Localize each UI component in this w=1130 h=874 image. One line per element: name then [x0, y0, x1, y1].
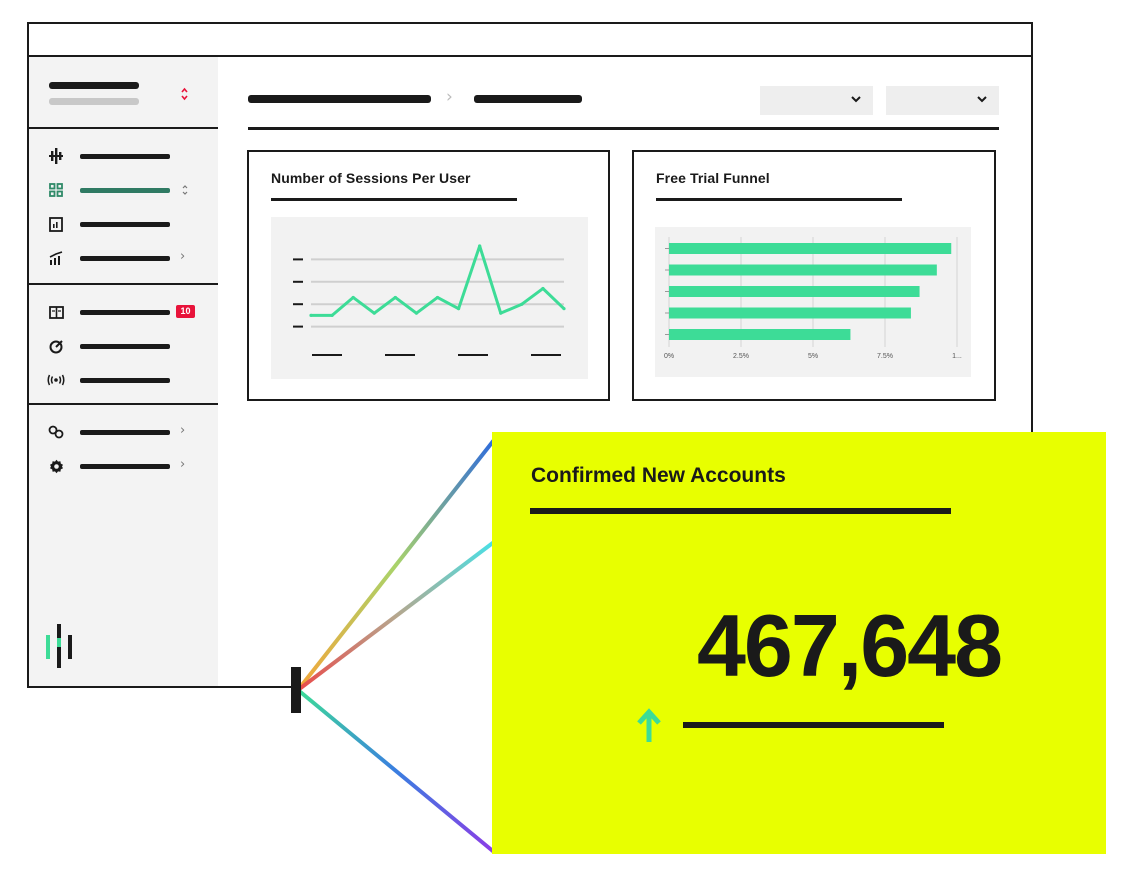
sidebar-item-library[interactable]: 10	[46, 302, 206, 322]
header-divider	[248, 127, 999, 130]
data-point	[414, 311, 419, 315]
sidebar-item-label-placeholder	[80, 310, 170, 315]
workspace-switcher[interactable]	[49, 81, 199, 109]
workspace-subtitle-placeholder	[49, 98, 139, 105]
sidebar-item-label-placeholder	[80, 222, 170, 227]
sidebar	[29, 57, 218, 686]
x-tick-label: 1...	[952, 353, 962, 360]
sidebar-item-reports[interactable]	[46, 214, 206, 234]
sidebar-item-label-placeholder	[80, 378, 170, 383]
data-point	[351, 295, 355, 300]
breadcrumb-item-placeholder[interactable]	[474, 95, 582, 103]
breadcrumb: ›	[248, 87, 588, 108]
chevron-right-icon: ›	[180, 249, 186, 264]
x-tick-label: 5%	[808, 353, 818, 360]
bar	[669, 243, 952, 254]
title-bar-divider	[27, 55, 1033, 57]
sidebar-item-integrations[interactable]: ›	[46, 422, 206, 442]
card-title: Number of Sessions Per User	[271, 170, 471, 186]
chevron-right-icon: ›	[446, 87, 453, 107]
sidebar-item-live[interactable]	[46, 370, 206, 390]
filter-dropdown[interactable]	[886, 86, 999, 115]
data-point	[456, 307, 461, 311]
sidebar-item-overview[interactable]	[46, 146, 206, 166]
line-chart	[293, 244, 566, 356]
data-point	[435, 295, 440, 300]
bar	[669, 286, 920, 297]
data-point	[562, 307, 566, 311]
sidebar-item-analytics[interactable]: ›	[46, 248, 206, 268]
data-point	[330, 313, 334, 317]
sidebar-divider	[29, 403, 218, 405]
notification-badge: 10	[176, 305, 195, 318]
updown-chevron-icon	[182, 185, 188, 195]
chevron-right-icon: ›	[180, 423, 186, 438]
sidebar-item-goals[interactable]	[46, 336, 206, 356]
app-window	[27, 22, 1033, 688]
book-icon	[46, 302, 66, 322]
pulse-icon	[46, 146, 66, 166]
report-icon	[46, 214, 66, 234]
kpi-value: 467,648	[696, 596, 1003, 695]
data-point	[478, 244, 482, 248]
bar	[669, 264, 937, 276]
target-icon	[46, 336, 66, 356]
sidebar-item-label-placeholder	[80, 344, 170, 349]
sidebar-item-label-placeholder	[80, 154, 170, 159]
chevron-right-icon: ›	[180, 457, 186, 472]
grid-icon	[46, 180, 66, 200]
link-icon	[46, 422, 66, 442]
bar	[669, 329, 851, 340]
chevron-down-icon	[851, 96, 861, 103]
bar-chart: 0% 2.5% 5% 7.5% 1...	[664, 237, 962, 360]
breadcrumb-item-placeholder[interactable]	[248, 95, 431, 103]
kpi-highlight-panel: Confirmed New Accounts 467,648	[492, 432, 1106, 854]
kpi-comparison-placeholder	[683, 722, 944, 728]
kpi-title-underline	[530, 508, 951, 514]
funnel-chart-card[interactable]: Free Trial Funnel 0% 2.5% 5% 7.5% 1...	[632, 150, 996, 401]
sessions-chart-card[interactable]: Number of Sessions Per User	[247, 150, 610, 401]
arrow-up-icon	[637, 708, 661, 742]
x-tick-label: 7.5%	[877, 353, 893, 360]
updown-chevron-icon	[181, 87, 188, 101]
sidebar-item-dashboards[interactable]	[46, 180, 206, 200]
x-tick-label: 0%	[664, 353, 674, 360]
card-title-underline	[656, 198, 902, 201]
sidebar-item-label-placeholder	[80, 464, 170, 469]
data-point	[309, 313, 313, 317]
data-point	[541, 286, 545, 291]
kpi-title: Confirmed New Accounts	[531, 464, 786, 487]
data-point	[499, 311, 503, 315]
window-bottom-edge	[27, 686, 297, 688]
sidebar-item-settings[interactable]: ›	[46, 456, 206, 476]
trend-icon	[46, 248, 66, 268]
chevron-down-icon	[977, 96, 987, 103]
sidebar-item-label-placeholder	[80, 188, 170, 193]
sidebar-divider	[29, 283, 218, 285]
data-point	[393, 295, 397, 300]
card-title: Free Trial Funnel	[656, 170, 770, 186]
chart-area	[271, 217, 588, 379]
brand-logo	[46, 624, 72, 668]
bar	[669, 307, 911, 319]
gear-icon	[46, 456, 66, 476]
workspace-name-placeholder	[49, 82, 139, 89]
data-point	[520, 302, 524, 306]
x-tick-label: 2.5%	[733, 353, 749, 360]
filter-dropdown[interactable]	[760, 86, 873, 115]
card-title-underline	[271, 198, 517, 201]
sidebar-item-label-placeholder	[80, 256, 170, 261]
data-point	[372, 311, 376, 315]
sidebar-divider	[29, 127, 218, 129]
broadcast-icon	[46, 370, 66, 390]
sidebar-item-label-placeholder	[80, 430, 170, 435]
